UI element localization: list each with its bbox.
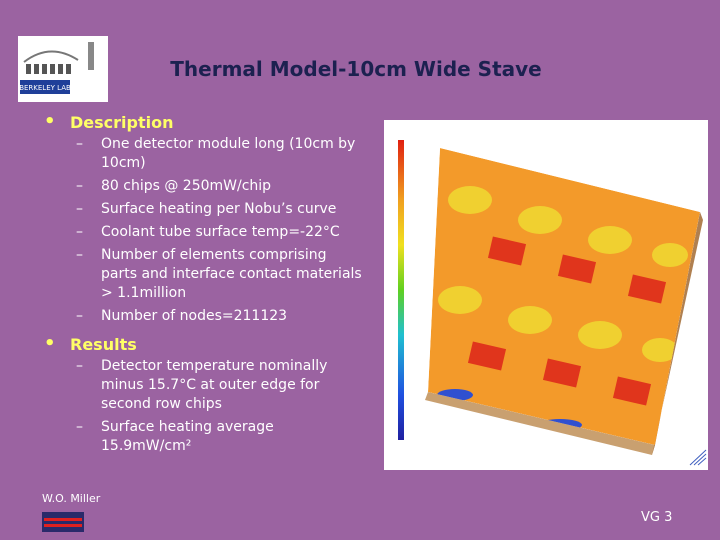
section-heading: Results: [44, 333, 374, 354]
bullet-item: Number of nodes=211123: [44, 307, 363, 326]
footer-logo: [42, 512, 84, 532]
page-number: VG 3: [641, 510, 673, 525]
footer-author: W.O. Miller: [42, 492, 101, 505]
bullet-item: Surface heating average 15.9mW/cm²: [44, 418, 363, 456]
bullet-item: Coolant tube surface temp=-22°C: [44, 223, 363, 242]
bullet-item: Detector temperature nominally minus 15.…: [44, 357, 363, 414]
section: Results Detector temperature nominally m…: [44, 333, 374, 460]
thermal-plot-image: [384, 120, 708, 470]
item-list: Detector temperature nominally minus 15.…: [44, 357, 374, 456]
bullet-item: One detector module long (10cm by 10cm): [44, 135, 363, 173]
logo-text: BERKELEY LAB: [19, 84, 71, 92]
slide-title: Thermal Model-10cm Wide Stave: [170, 57, 542, 81]
section-heading: Description: [44, 111, 374, 132]
item-list: One detector module long (10cm by 10cm) 8…: [44, 135, 374, 326]
section: Description One detector module long (10…: [44, 111, 374, 330]
bullet-item: Surface heating per Nobu’s curve: [44, 200, 363, 219]
logo: BERKELEY LAB: [18, 36, 108, 102]
bullet-item: 80 chips @ 250mW/chip: [44, 177, 363, 196]
bullet-item: Number of elements comprising parts and …: [44, 246, 363, 303]
